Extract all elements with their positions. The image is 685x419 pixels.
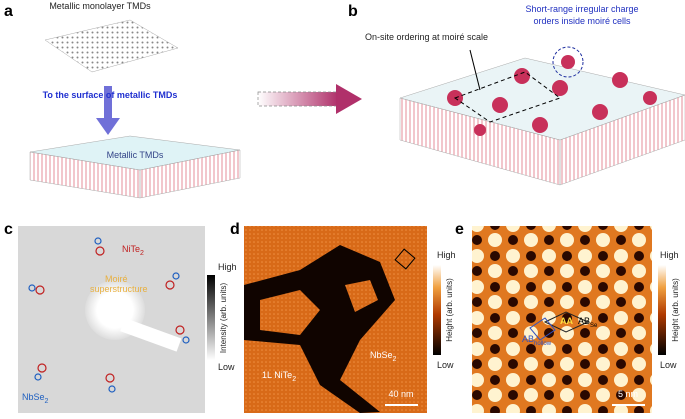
charge-clusters xyxy=(447,55,657,136)
colorbar-high: High xyxy=(437,250,456,260)
transfer-arrow-head xyxy=(336,84,362,114)
moire-label: Moiré xyxy=(105,274,128,284)
monolayer xyxy=(44,19,179,73)
nbse-label: NbSe2 xyxy=(370,350,397,363)
charge-text: orders inside moiré cells xyxy=(533,16,631,26)
panel-label: b xyxy=(348,3,358,20)
ordering-text: On-site ordering at moiré scale xyxy=(365,32,488,42)
colorbar-title: Height (arb. units) xyxy=(671,278,680,342)
colorbar xyxy=(433,265,441,355)
top-text: Metallic monolayer TMDs xyxy=(49,1,151,11)
colorbar-title: Height (arb. units) xyxy=(445,278,454,342)
panel-label: a xyxy=(4,3,13,20)
colorbar-low: Low xyxy=(437,360,454,370)
colorbar-high: High xyxy=(660,250,679,260)
colorbar-low: Low xyxy=(218,362,235,372)
charge-text: Short-range irregular charge xyxy=(525,4,638,14)
panel-label: e xyxy=(455,221,464,238)
slab-side xyxy=(139,149,241,199)
highlight-circle xyxy=(552,46,584,78)
aa-label: AA xyxy=(560,316,573,326)
ab-se-label: ABSe xyxy=(578,316,598,329)
ab-hollow-label: ABhollow xyxy=(522,334,552,347)
film-label: 1L NiTe2 xyxy=(262,370,296,383)
bottom-text: Metallic TMDs xyxy=(107,150,164,160)
moire-cell xyxy=(453,71,562,123)
nbse-label: NbSe2 xyxy=(22,392,49,405)
nite-label: NiTe2 xyxy=(122,244,144,257)
film-island xyxy=(345,280,378,312)
arrow-shaft xyxy=(104,86,112,120)
scale-label: 40 nm xyxy=(388,389,413,399)
beam-stop-arm xyxy=(120,317,182,352)
cell-outline xyxy=(529,317,556,341)
colorbar-title: Intensity (arb. units) xyxy=(219,283,228,354)
colorbar-high: High xyxy=(218,262,237,272)
pointer xyxy=(469,49,481,91)
transfer-arrow xyxy=(257,91,339,107)
box-side xyxy=(559,94,685,186)
film-island xyxy=(260,290,320,335)
cell-outline xyxy=(543,311,590,333)
panel-label: d xyxy=(230,221,240,238)
panel-label: c xyxy=(4,221,13,238)
stm-image xyxy=(472,226,652,413)
arrow-head xyxy=(96,118,120,135)
colorbar-low: Low xyxy=(660,360,677,370)
arrow-text: To the surface of metallic TMDs xyxy=(43,90,178,100)
spots xyxy=(28,237,190,393)
moire-label: superstructure xyxy=(90,284,148,294)
colorbar xyxy=(658,265,666,355)
scale-label: 5 nm xyxy=(618,389,638,399)
colorbar xyxy=(207,275,215,360)
zoom-box xyxy=(394,248,416,270)
